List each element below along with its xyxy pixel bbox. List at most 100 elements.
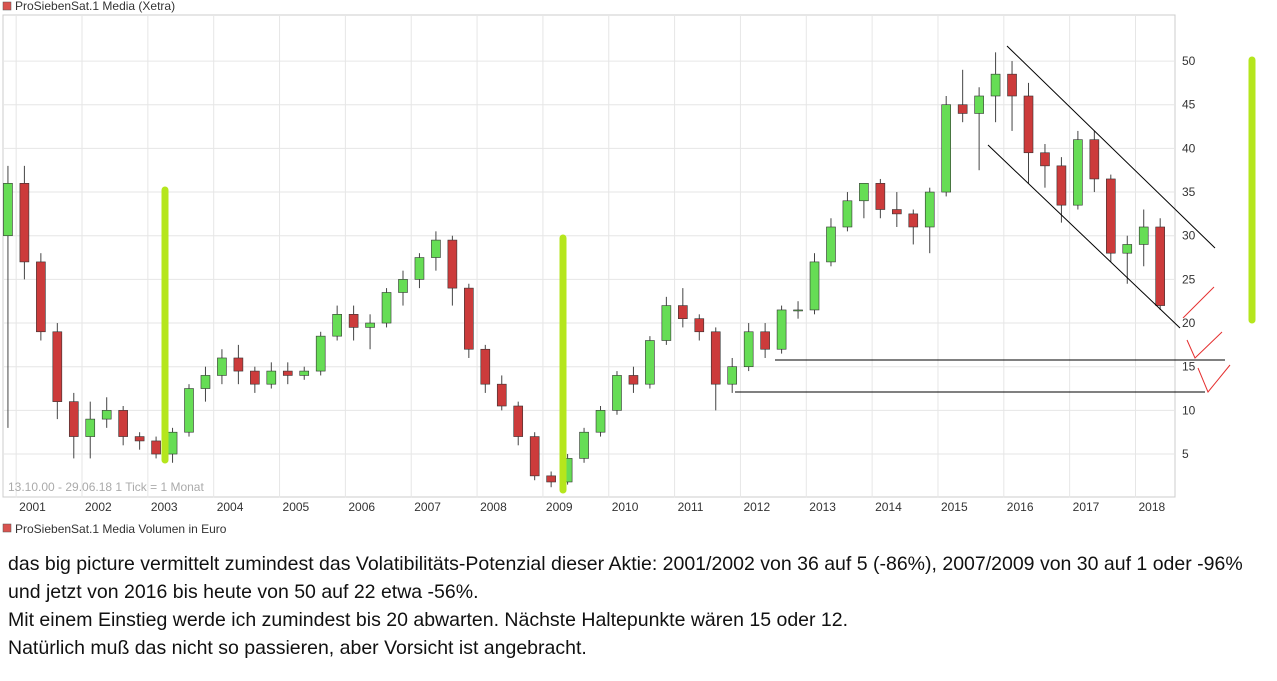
candle-body: [315, 335, 326, 372]
candle-body: [513, 405, 524, 437]
candle-body: [496, 383, 507, 407]
x-tick-label: 2016: [1007, 500, 1034, 514]
candle-body: [365, 322, 375, 328]
x-tick-label: 2014: [875, 500, 902, 514]
candle-body: [250, 370, 260, 385]
candle-body: [957, 104, 968, 114]
chart-title: ProSiebenSat.1 Media (Xetra): [15, 0, 175, 13]
candle-body: [974, 95, 984, 114]
candle-body: [892, 209, 902, 215]
candle-body: [299, 370, 310, 376]
candle-body: [1023, 95, 1034, 154]
annotations: [161, 45, 1256, 494]
paragraph: Mit einem Einstieg werde ich zumindest b…: [8, 609, 849, 631]
candle-body: [1122, 244, 1133, 254]
x-tick-label: 2001: [19, 500, 46, 514]
candle-body: [480, 348, 491, 385]
x-tick-label: 2005: [283, 500, 310, 514]
candle-body: [52, 331, 63, 402]
candle-body: [1155, 226, 1165, 306]
volume-label: ProSiebenSat.1 Media Volumen in Euro: [15, 522, 227, 536]
y-tick-label: 40: [1182, 141, 1196, 155]
x-tick-label: 2006: [348, 500, 375, 514]
x-tick-label: 2015: [941, 500, 968, 514]
plot-frame: [2, 14, 1176, 498]
x-tick-label: 2008: [480, 500, 507, 514]
footnote: 13.10.00 - 29.06.18 1 Tick = 1 Monat: [8, 480, 204, 494]
candle-body: [381, 292, 392, 324]
candle-body: [710, 331, 721, 385]
candle-body: [1007, 73, 1017, 97]
x-tick-label: 2002: [85, 500, 112, 514]
arrow: [1182, 286, 1215, 319]
x-tick-label: 2011: [678, 500, 704, 514]
x-tick-label: 2013: [809, 500, 836, 514]
candle-body: [809, 261, 820, 311]
x-tick-label: 2010: [612, 500, 639, 514]
candle-body: [1138, 226, 1149, 245]
candle-body: [612, 375, 622, 411]
y-tick-label: 25: [1182, 272, 1196, 286]
candle-body: [19, 183, 30, 263]
candle-body: [793, 309, 803, 312]
candles: [3, 52, 1165, 488]
candle-body: [167, 431, 178, 455]
y-tick-label: 15: [1182, 360, 1196, 374]
paragraph: Natürlich muß das nicht so passieren, ab…: [8, 637, 587, 659]
candle-body: [101, 410, 112, 420]
candle-body: [743, 331, 754, 368]
y-tick-label: 30: [1182, 229, 1196, 243]
legend-swatch: [2, 523, 12, 533]
candle-body: [233, 357, 244, 372]
candle-body: [398, 279, 408, 293]
candle-body: [36, 261, 46, 333]
chart: ProSiebenSat.1 Media (Xetra) 13.10.00 - …: [2, 0, 1256, 536]
y-tick-label: 10: [1182, 403, 1196, 417]
candle-body: [645, 340, 655, 385]
candle-body: [1106, 178, 1116, 254]
y-tick-label: 50: [1182, 54, 1196, 68]
candle-body: [1040, 152, 1050, 167]
candle-body: [924, 191, 935, 228]
candle-body: [941, 104, 951, 193]
candle-body: [529, 436, 540, 477]
candle-body: [546, 475, 556, 483]
candle-body: [694, 318, 705, 333]
x-tick-label: 2007: [414, 500, 441, 514]
candle-body: [134, 436, 145, 442]
candle-body: [875, 183, 886, 210]
candle-body: [282, 370, 293, 376]
x-tick-label: 2009: [546, 500, 573, 514]
candle-body: [447, 239, 458, 289]
x-tick-label: 2004: [217, 500, 244, 514]
candle-body: [151, 440, 161, 455]
candle-body: [727, 366, 738, 385]
arrow: [1186, 331, 1223, 359]
candle-body: [184, 388, 194, 433]
x-tick-label: 2018: [1138, 500, 1165, 514]
candle-body: [85, 418, 96, 437]
y-tick-label: 35: [1182, 185, 1196, 199]
paragraph: das big picture vermittelt zumindest das…: [8, 553, 1243, 603]
candle-body: [1089, 139, 1100, 180]
x-tick-label: 2003: [151, 500, 178, 514]
candle-body: [661, 305, 672, 341]
candle-body: [776, 309, 787, 350]
candle-body: [68, 401, 79, 437]
candle-body: [118, 410, 128, 437]
candle-body: [1056, 165, 1067, 206]
candle-body: [348, 314, 359, 328]
candle-body: [595, 410, 606, 433]
candle-body: [842, 200, 853, 228]
y-tick-label: 20: [1182, 316, 1196, 330]
candle-body: [990, 73, 1001, 97]
candle-body: [431, 239, 441, 258]
candle-body: [3, 183, 13, 237]
candle-body: [414, 257, 425, 280]
legend-swatch: [2, 1, 12, 11]
candle-body: [579, 431, 589, 459]
trend-line: [987, 144, 1181, 329]
candle-body: [678, 305, 688, 319]
y-tick-label: 5: [1182, 447, 1189, 461]
